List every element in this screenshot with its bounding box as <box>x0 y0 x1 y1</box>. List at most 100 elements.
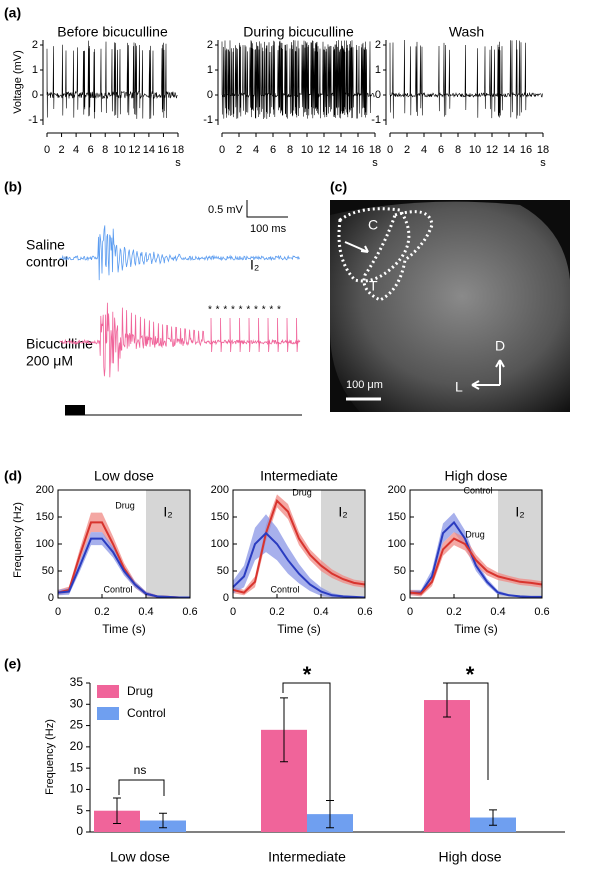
series-label: Drug <box>292 487 312 497</box>
x-tick-label: High dose <box>438 849 501 865</box>
x-tick-label: 0 <box>219 144 225 156</box>
x-tick-label: 0.6 <box>357 606 372 618</box>
bracket <box>118 779 165 796</box>
x-unit: s <box>372 157 378 169</box>
legend-label: Control <box>127 706 166 720</box>
arrow <box>344 241 369 253</box>
panel-label: (b) <box>4 179 22 195</box>
x-tick-label: 6 <box>270 144 276 156</box>
line <box>232 498 366 594</box>
line <box>57 537 190 599</box>
y-tick-label: 15 <box>70 760 84 774</box>
y-axis-label: Frequency (Hz) <box>12 502 24 578</box>
y-tick-label: 0 <box>207 89 213 101</box>
axis-label: L <box>455 379 463 395</box>
y-tick-label: 1 <box>207 64 213 76</box>
saline-trace <box>59 225 300 281</box>
x-tick-label: 12 <box>128 144 140 156</box>
x-tick-label: 8 <box>455 144 461 156</box>
y-tick-label: 150 <box>388 511 406 523</box>
stars: * * * * * * * * * * <box>208 305 281 316</box>
y-tick-label: -1 <box>203 114 213 126</box>
trace-label: control <box>26 254 68 270</box>
voltage-trace <box>389 39 543 119</box>
series-label: Control <box>270 584 299 594</box>
x-axis-label: Time (s) <box>454 622 498 636</box>
x-tick-label: 12 <box>486 144 498 156</box>
y-tick-label: 35 <box>70 675 84 689</box>
y-tick-label: 0 <box>375 89 381 101</box>
y-tick-label: -1 <box>28 114 38 126</box>
plot-title: Intermediate <box>260 468 338 484</box>
x-axis-label: Time (s) <box>102 622 146 636</box>
x-tick-label: 0 <box>230 606 236 618</box>
error-bar <box>443 682 451 718</box>
line <box>410 520 542 598</box>
y-tick-label: 25 <box>70 718 84 732</box>
x-tick-label: 14 <box>143 144 155 156</box>
region-label: T <box>369 278 378 294</box>
y-tick-label: 50 <box>217 565 229 577</box>
y-tick-label: 10 <box>70 782 84 796</box>
y-tick-label: 2 <box>207 39 213 51</box>
series-label: Control <box>103 584 132 594</box>
x-tick-label: 16 <box>157 144 169 156</box>
stimulus <box>65 405 85 415</box>
scale-bar <box>246 200 288 218</box>
y-tick-label: 0 <box>223 592 229 604</box>
x-unit: s <box>540 157 546 169</box>
series-label: Drug <box>465 529 485 539</box>
legend-swatch <box>97 707 119 720</box>
scale-label: 0.5 mV <box>208 204 244 216</box>
annotation: * <box>303 662 312 687</box>
x-tick-label: 10 <box>114 144 126 156</box>
x-axis-label: Time (s) <box>277 622 321 636</box>
y-tick-label: 200 <box>36 484 54 496</box>
scale-label: 100 ms <box>250 223 287 235</box>
y-tick-label: 2 <box>375 39 381 51</box>
error-bar <box>113 797 121 824</box>
x-tick-label: 0 <box>44 144 50 156</box>
panel-label: (a) <box>4 5 21 21</box>
panel-label: (d) <box>4 468 22 484</box>
x-tick-label: 12 <box>318 144 330 156</box>
x-tick-label: 0.2 <box>269 606 284 618</box>
x-tick-label: 0 <box>387 144 393 156</box>
error-bar <box>159 812 167 829</box>
shaded-region <box>146 490 190 598</box>
error-band <box>233 494 365 596</box>
x-tick-label: 0.6 <box>182 606 197 618</box>
plot-title: Wash <box>449 24 484 40</box>
y-tick-label: -1 <box>371 114 381 126</box>
x-tick-label: 18 <box>369 144 381 156</box>
error-bar <box>489 809 497 826</box>
region-label: I₂ <box>163 504 172 520</box>
x-tick-label: 4 <box>73 144 79 156</box>
y-tick-label: 100 <box>211 538 229 550</box>
y-tick-label: 100 <box>388 538 406 550</box>
y-tick-label: 150 <box>211 511 229 523</box>
plot-title: High dose <box>444 468 507 484</box>
y-axis-label: Voltage (mV) <box>12 50 24 114</box>
x-unit: s <box>175 157 181 169</box>
voltage-trace <box>221 40 375 119</box>
x-tick-label: 0.2 <box>94 606 109 618</box>
y-tick-label: 5 <box>76 803 83 817</box>
x-tick-label: 2 <box>404 144 410 156</box>
x-tick-label: 8 <box>287 144 293 156</box>
x-tick-label: 16 <box>352 144 364 156</box>
x-tick-label: 18 <box>172 144 184 156</box>
trace-label: 200 μM <box>26 353 73 369</box>
y-tick-label: 20 <box>70 739 84 753</box>
axes-arrows <box>471 359 505 390</box>
x-tick-label: 0 <box>55 606 61 618</box>
x-tick-label: 16 <box>520 144 532 156</box>
legend-label: Drug <box>127 684 153 698</box>
bracket <box>282 682 331 800</box>
x-tick-label: 0.6 <box>534 606 549 618</box>
bar <box>424 700 470 832</box>
tissue <box>330 201 570 412</box>
x-tick-label: Low dose <box>110 849 170 865</box>
y-tick-label: 0 <box>32 89 38 101</box>
